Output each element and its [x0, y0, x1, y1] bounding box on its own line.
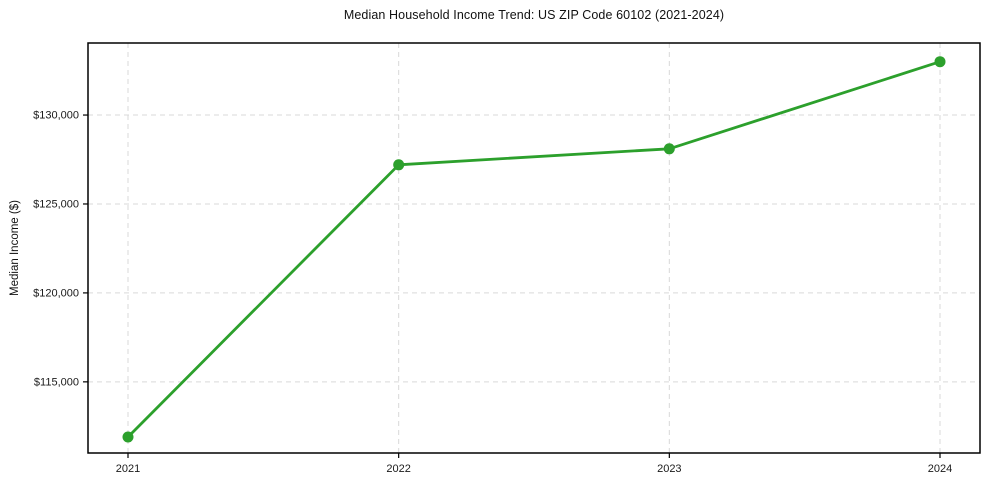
y-tick-label: $130,000: [33, 110, 79, 122]
data-point-marker: [663, 143, 675, 155]
chart-title: Median Household Income Trend: US ZIP Co…: [343, 8, 725, 22]
data-point-marker: [122, 431, 134, 443]
plot-border: [87, 42, 981, 454]
x-tick-label: 2023: [657, 463, 681, 475]
data-point-marker: [393, 159, 405, 171]
x-tick-label: 2022: [386, 463, 410, 475]
trend-line: [126, 60, 942, 439]
y-axis-label: Median Income ($): [9, 200, 21, 296]
x-tick-label: 2024: [928, 463, 952, 475]
y-tick-label: $125,000: [33, 198, 79, 210]
y-tick-label: $120,000: [33, 287, 79, 299]
x-tick-label: 2021: [116, 463, 140, 475]
y-tick-label: $115,000: [34, 376, 79, 388]
data-point-marker: [934, 56, 946, 68]
